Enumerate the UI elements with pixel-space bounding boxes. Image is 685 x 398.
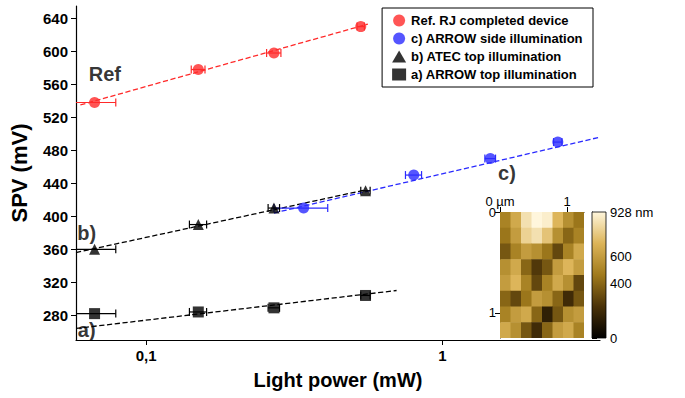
- svg-text:Ref. RJ completed device: Ref. RJ completed device: [411, 13, 568, 28]
- svg-text:440: 440: [43, 175, 68, 192]
- svg-text:320: 320: [43, 274, 68, 291]
- svg-text:480: 480: [43, 142, 68, 159]
- svg-text:360: 360: [43, 241, 68, 258]
- svg-text:0,1: 0,1: [136, 347, 157, 364]
- svg-text:0: 0: [610, 331, 617, 346]
- svg-text:c): c): [498, 162, 516, 184]
- svg-text:0: 0: [488, 204, 496, 220]
- svg-text:c) ARROW side illumination: c) ARROW side illumination: [411, 31, 582, 46]
- svg-text:a) ARROW top illumination: a) ARROW top illumination: [411, 67, 577, 82]
- svg-text:280: 280: [43, 307, 68, 324]
- svg-text:Ref: Ref: [89, 63, 122, 85]
- svg-text:b) ATEC top illumination: b) ATEC top illumination: [411, 49, 561, 64]
- svg-text:Light power (mW): Light power (mW): [254, 369, 423, 391]
- svg-text:600: 600: [43, 43, 68, 60]
- svg-text:400: 400: [43, 208, 68, 225]
- svg-text:560: 560: [43, 76, 68, 93]
- svg-text:600: 600: [610, 249, 632, 264]
- svg-text:520: 520: [43, 109, 68, 126]
- svg-text:640: 640: [43, 10, 68, 27]
- svg-text:1: 1: [489, 305, 496, 320]
- svg-text:a): a): [78, 319, 96, 341]
- svg-text:1: 1: [564, 194, 571, 209]
- svg-text:b): b): [77, 222, 96, 244]
- svg-text:1: 1: [438, 347, 446, 364]
- svg-text:SPV (mV): SPV (mV): [7, 123, 32, 222]
- svg-text:928 nm: 928 nm: [610, 205, 653, 220]
- svg-text:0 µm: 0 µm: [485, 194, 514, 209]
- svg-text:400: 400: [610, 276, 632, 291]
